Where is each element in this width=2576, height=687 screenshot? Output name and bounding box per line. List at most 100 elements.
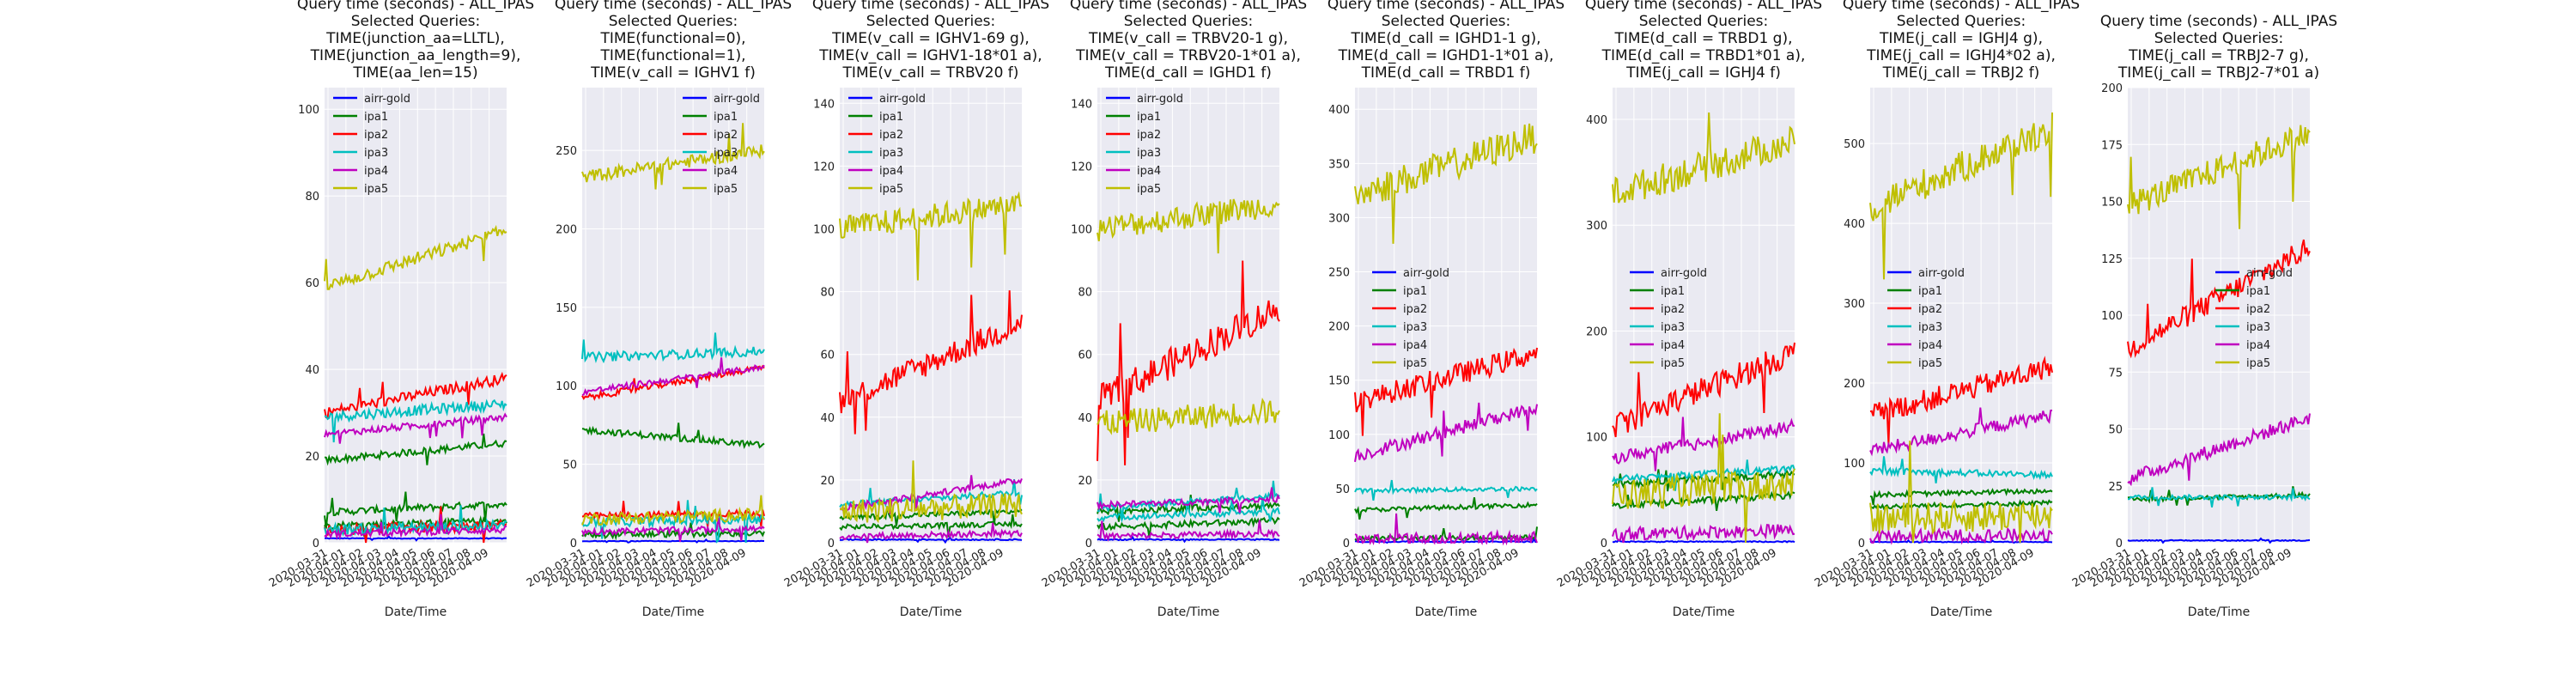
y-tick-label: 50 <box>562 459 577 472</box>
y-tick-label: 0 <box>1343 538 1350 550</box>
chart-title-line: Query time (seconds) - ALL_IPAS <box>297 0 534 13</box>
y-tick-label: 140 <box>1071 98 1092 111</box>
chart-title-line: TIME(d_call = IGHD1-1*01 a), <box>1338 47 1554 64</box>
series-line-ipa5-1 <box>839 460 1023 524</box>
x-axis-label: Date/Time <box>642 605 704 619</box>
series-line-ipa4-1 <box>581 517 765 542</box>
chart-panel-2: 0501001502002502020-03-312020-04-012020-… <box>525 0 792 619</box>
chart-title-line: TIME(v_call = IGHV1 f) <box>590 64 756 82</box>
legend-label: airr-gold <box>714 93 760 106</box>
series-line-ipa4-1 <box>1869 526 2053 545</box>
chart-title-line: Query time (seconds) - ALL_IPAS <box>812 0 1049 13</box>
series-line-ipa4 <box>1354 402 1538 462</box>
series-line-ipa1 <box>581 423 765 449</box>
series-line-ipa5-1 <box>1097 397 1280 435</box>
legend-label: airr-gold <box>879 93 926 106</box>
chart-title-line: Query time (seconds) - ALL_IPAS <box>555 0 792 13</box>
legend-label: airr-gold <box>1918 267 1965 280</box>
y-tick-label: 120 <box>1071 161 1092 173</box>
series-line-ipa1-1 <box>324 491 507 529</box>
series-line-ipa1 <box>324 433 507 466</box>
y-tick-label: 150 <box>2101 197 2123 210</box>
legend-label: ipa2 <box>2246 303 2270 316</box>
y-tick-label: 20 <box>305 451 319 464</box>
legend-label: airr-gold <box>2246 267 2293 280</box>
legend-label: ipa2 <box>1918 303 1942 316</box>
series-line-ipa2 <box>839 290 1023 435</box>
chart-title-line: TIME(j_call = TRBJ2-7 g), <box>2128 47 2309 64</box>
series-line-ipa1-1 <box>839 514 1023 538</box>
series-line-ipa5 <box>839 191 1022 281</box>
series-line-ipa5 <box>324 224 507 290</box>
legend-label: ipa3 <box>364 147 388 160</box>
legend-label: airr-gold <box>1137 93 1183 106</box>
chart-panel-5: 0501001502002503003504002020-03-312020-0… <box>1297 0 1564 619</box>
y-tick-label: 200 <box>2101 82 2123 95</box>
y-tick-label: 100 <box>2101 310 2123 323</box>
chart-title-line: Query time (seconds) - ALL_IPAS <box>2100 13 2337 30</box>
chart-title-line: TIME(aa_len=15) <box>352 64 477 82</box>
series-line-airr-gold <box>1097 535 1280 544</box>
chart-title-line: TIME(junction_aa=LLTL), <box>325 30 505 47</box>
legend: airr-gold ipa1 ipa2 ipa3 ipa4 ipa5 <box>848 93 926 196</box>
chart-title-line: TIME(j_call = TRBJ2-7*01 a) <box>2117 64 2319 82</box>
chart-title-line: Selected Queries: <box>866 13 995 30</box>
y-tick-label: 0 <box>313 538 319 550</box>
chart-title-line: TIME(v_call = IGHV1-69 g), <box>831 30 1030 47</box>
series-line-airr-gold <box>839 535 1023 544</box>
y-tick-label: 150 <box>556 302 577 315</box>
legend: airr-gold ipa1 ipa2 ipa3 ipa4 ipa5 <box>1372 267 1449 370</box>
series-line-ipa4-1 <box>1354 513 1538 546</box>
chart-title-line: Selected Queries: <box>2154 30 2283 47</box>
y-tick-label: 100 <box>1844 458 1865 471</box>
legend-label: ipa5 <box>879 183 903 196</box>
legend-label: ipa5 <box>1918 357 1942 370</box>
chart-panel-3: 0204060801001201402020-03-312020-04-0120… <box>782 0 1049 619</box>
legend-label: ipa2 <box>364 129 388 142</box>
chart-panel-4: 0204060801001201402020-03-312020-04-0120… <box>1040 0 1307 619</box>
y-tick-label: 200 <box>1328 321 1350 334</box>
chart-title-line: TIME(v_call = TRBV20-1*01 a), <box>1075 47 1301 64</box>
chart-title-line: Query time (seconds) - ALL_IPAS <box>1843 0 2080 13</box>
y-tick-label: 0 <box>2116 538 2123 550</box>
series-line-ipa5 <box>1612 112 1795 204</box>
chart-title-line: TIME(v_call = TRBV20-1 g), <box>1088 30 1288 47</box>
series-line-ipa2 <box>1354 347 1538 436</box>
series-line-ipa1 <box>1354 497 1538 520</box>
legend-label: ipa3 <box>879 147 903 160</box>
y-tick-label: 100 <box>1071 223 1092 236</box>
series-line-ipa4 <box>1869 407 2053 457</box>
y-tick-label: 20 <box>1078 475 1092 488</box>
series-line-ipa5 <box>1869 112 2053 280</box>
legend-label: ipa1 <box>364 111 388 124</box>
y-tick-label: 300 <box>1586 220 1607 233</box>
y-tick-label: 100 <box>813 223 835 236</box>
plot-area <box>325 88 507 543</box>
series-line-ipa3 <box>1354 479 1538 501</box>
chart-title-line: Query time (seconds) - ALL_IPAS <box>1327 0 1564 13</box>
legend-label: ipa1 <box>1661 285 1685 298</box>
legend-label: ipa1 <box>879 111 903 124</box>
chart-panel-1: 0204060801002020-03-312020-04-012020-04-… <box>267 0 534 619</box>
legend-label: ipa3 <box>1137 147 1161 160</box>
y-tick-label: 60 <box>305 277 319 290</box>
legend-label: ipa1 <box>1403 285 1427 298</box>
y-tick-label: 60 <box>820 350 835 362</box>
legend-label: airr-gold <box>1403 267 1449 280</box>
legend-label: airr-gold <box>364 93 410 106</box>
legend-label: ipa2 <box>879 129 903 142</box>
y-tick-label: 350 <box>1328 158 1350 171</box>
chart-title-line: TIME(v_call = IGHV1-18*01 a), <box>818 47 1042 64</box>
series-line-ipa3 <box>1612 459 1795 491</box>
series-line-airr-gold <box>2127 537 2311 544</box>
chart-title-line: TIME(d_call = TRBD1 g), <box>1614 30 1793 47</box>
chart-title-line: Selected Queries: <box>1897 13 2026 30</box>
y-tick-label: 250 <box>556 145 577 158</box>
legend-label: airr-gold <box>1661 267 1707 280</box>
series-line-ipa3 <box>2127 487 2311 508</box>
legend-label: ipa2 <box>1137 129 1161 142</box>
series-line-ipa5-1 <box>581 495 765 526</box>
chart-title-line: TIME(functional=1), <box>599 47 745 64</box>
y-tick-label: 400 <box>1586 114 1607 127</box>
